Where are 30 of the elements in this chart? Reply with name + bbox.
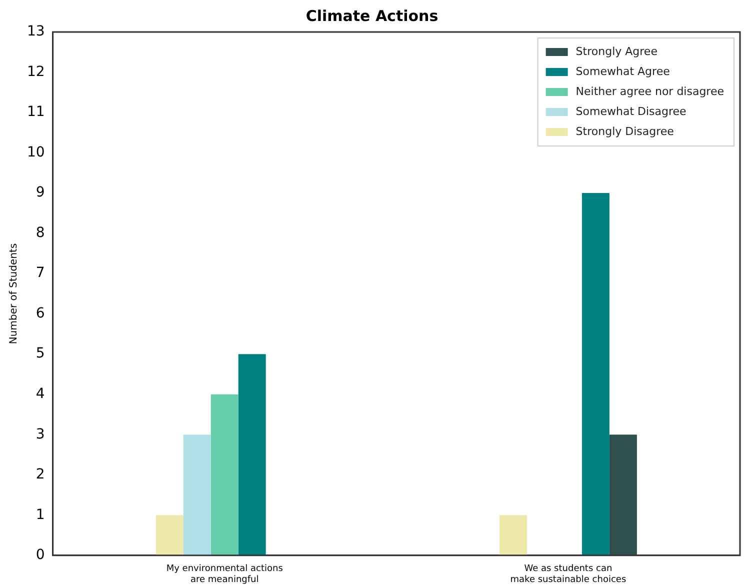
bar [499,515,527,556]
legend-label: Strongly Disagree [576,124,674,138]
bar [609,434,637,556]
y-tick-label: 11 [26,104,45,120]
y-tick-label: 2 [36,466,45,483]
y-tick-label: 5 [36,346,45,362]
y-tick-label: 1 [36,506,45,523]
y-tick-label: 4 [36,386,45,402]
y-tick-label: 6 [36,305,45,322]
bar [582,193,610,556]
y-tick-label: 13 [26,24,45,40]
y-tick-label: 3 [36,426,45,442]
chart-title: Climate Actions [306,6,438,25]
legend-label: Strongly Agree [576,44,658,58]
y-tick-label: 12 [26,64,45,80]
bar [156,515,184,556]
y-tick-label: 10 [26,144,45,160]
legend-label: Somewhat Agree [576,64,670,78]
y-axis-title: Number of Students [8,243,20,344]
y-tick-label: 0 [36,547,45,564]
legend-label: Neither agree nor disagree [576,84,724,98]
bar [210,394,238,556]
y-tick-label: 8 [36,224,45,241]
bar [238,354,266,556]
y-tick-label: 9 [36,184,45,201]
bar [183,434,211,556]
x-tick-label: My environmental actions are meaningful [166,564,284,585]
y-tick-label: 7 [36,265,45,282]
legend-label: Somewhat Disagree [576,104,687,118]
x-tick-label: We as students can make sustainable choices [510,564,626,585]
